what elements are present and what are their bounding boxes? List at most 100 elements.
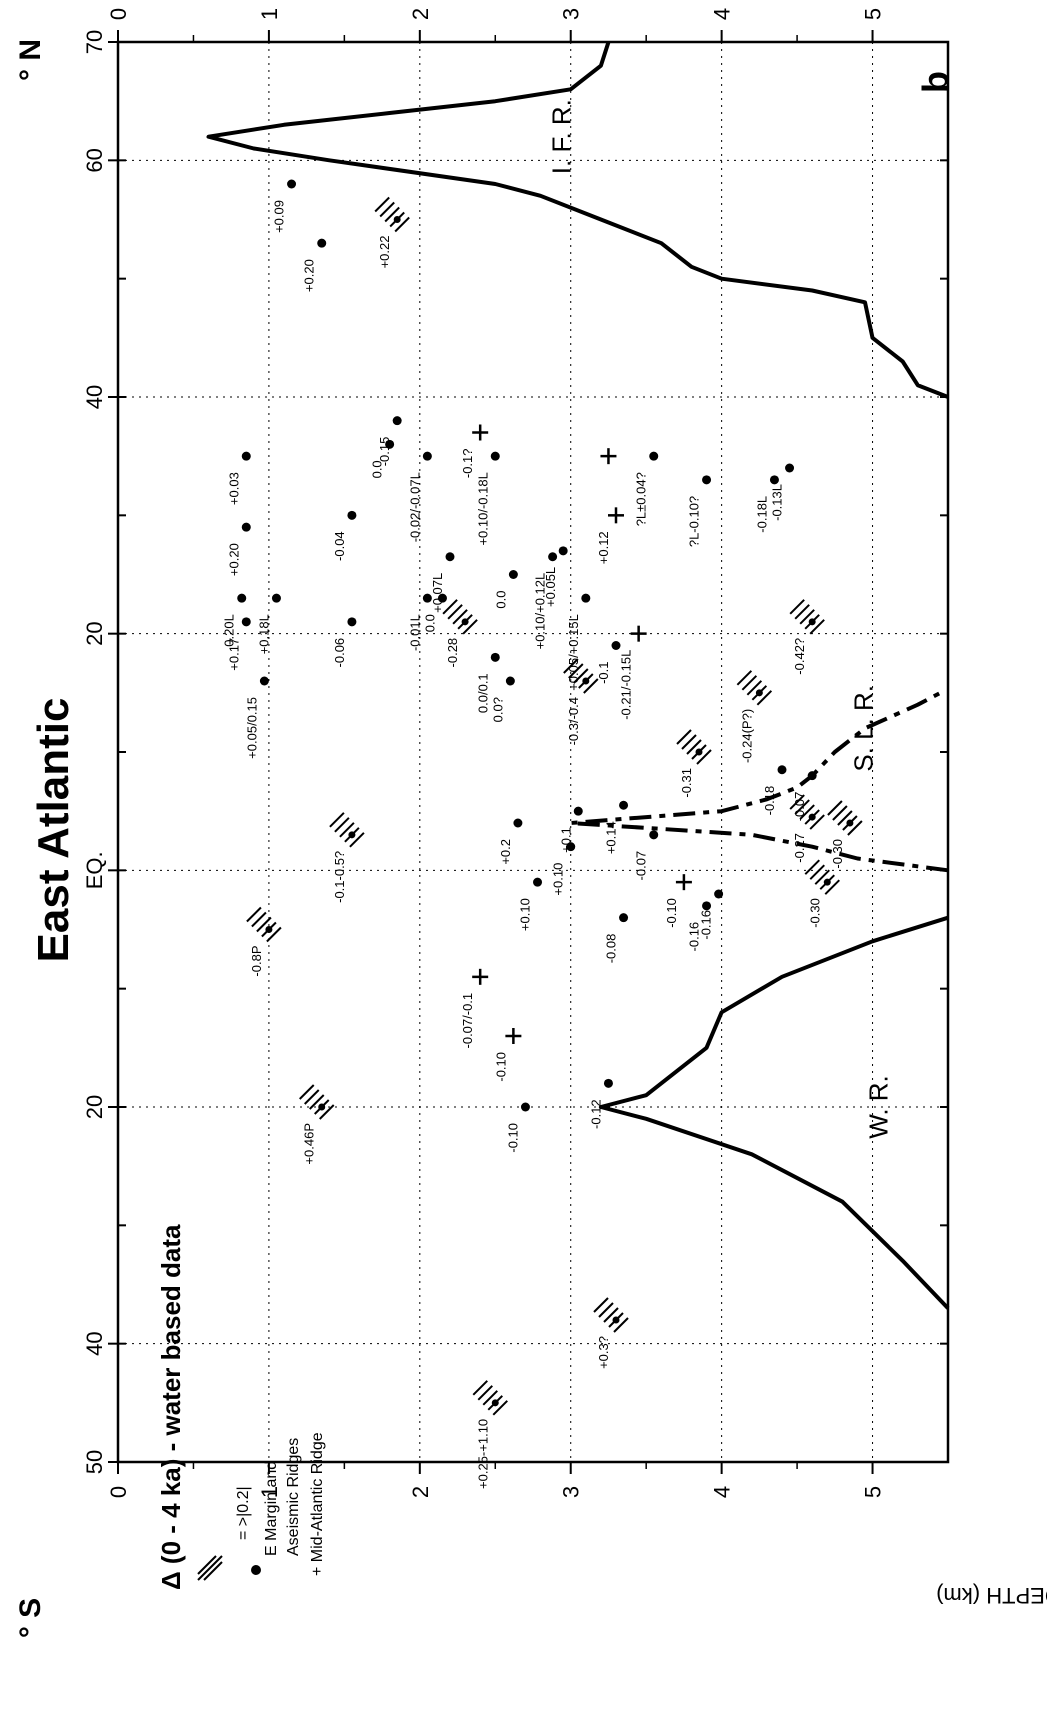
data-point-dot xyxy=(259,676,269,686)
data-point-label: +0.05/0.15 xyxy=(244,697,259,759)
data-point-hatch-line xyxy=(696,749,712,765)
data-point-label: -0.18 xyxy=(762,786,777,816)
data-point-hatch-center xyxy=(808,813,816,821)
data-point-dot xyxy=(714,889,724,899)
data-point-label: -0.12 xyxy=(588,1099,603,1129)
data-point-hatch-line xyxy=(741,675,758,691)
data-point-label: +0.10/-0.18L xyxy=(475,472,490,545)
data-point-dot xyxy=(548,552,558,562)
data-point-label: -0.07 xyxy=(634,851,649,881)
data-point-hatch-center xyxy=(491,1399,499,1407)
data-point-label: +0.14 xyxy=(604,821,619,854)
data-point-label: ?L-0.10? xyxy=(687,496,702,547)
ridge-label: S. L. R. xyxy=(849,685,879,772)
data-point-hatch-line xyxy=(809,619,825,635)
data-point-label: +0.25-+1.10 xyxy=(475,1419,490,1489)
legend-dot-label-1: E Margin and xyxy=(263,1461,280,1556)
x-tick-label: 70 xyxy=(82,30,107,54)
data-point-dot xyxy=(422,593,432,603)
data-point-dot xyxy=(769,475,779,485)
data-point-label: -0.18L xyxy=(754,496,769,533)
data-point-hatch-center xyxy=(823,878,831,886)
ridge-profile xyxy=(568,691,949,873)
data-point-hatch-line xyxy=(814,869,830,885)
data-point-label: -0.30 xyxy=(807,898,822,928)
data-point-hatch-line xyxy=(809,864,825,880)
data-point-label: +0.46P xyxy=(302,1123,317,1165)
data-point-label: +0.2 xyxy=(498,839,513,865)
data-point-label: -0.13L xyxy=(770,484,785,521)
data-point-dot xyxy=(533,877,543,887)
text-layer: East Atlantic b Δ (0 - 4 ka) - water bas… xyxy=(14,39,1047,1638)
data-point-label: +0.07L xyxy=(430,573,445,613)
data-point-label: -0.01L xyxy=(407,614,422,651)
data-point-hatch-center xyxy=(582,677,590,685)
data-point-hatch-center xyxy=(808,618,816,626)
data-point-label: +0.20 xyxy=(226,543,241,576)
data-point-hatch-line xyxy=(794,799,810,815)
legend-dot-label-2: Aseismic Ridges xyxy=(285,1438,302,1556)
data-point-dot xyxy=(520,1102,530,1112)
data-point-hatch-line xyxy=(676,729,692,745)
legend-hatch-line xyxy=(197,1555,217,1575)
data-point-label: ?L±0.04? xyxy=(634,472,649,526)
ridge-profiles-layer: W. R. S. L. R. I. F. R. xyxy=(206,41,950,1310)
data-point-hatch-line xyxy=(492,1400,508,1416)
data-point-dot xyxy=(241,522,251,532)
data-point-label: -0.28 xyxy=(445,638,460,668)
y-tick-label-bottom: 1 xyxy=(257,1486,282,1498)
data-point-hatch-line xyxy=(746,680,763,696)
data-point-dot xyxy=(241,451,251,461)
data-point-label: 0.0? xyxy=(490,697,505,722)
data-point-dot xyxy=(581,593,591,603)
data-point-hatch-line xyxy=(299,1084,315,1100)
data-point-label: +0.10 xyxy=(551,863,566,896)
data-point-dot xyxy=(702,901,712,911)
data-point-dot xyxy=(508,570,518,579)
data-point-label: +0.3? xyxy=(596,1336,611,1369)
data-point-dot xyxy=(505,676,515,686)
y-tick-label-top: 1 xyxy=(257,8,282,20)
data-point-hatch-line xyxy=(827,800,843,816)
data-point-hatch-line xyxy=(598,1302,614,1318)
plot-frame xyxy=(116,40,950,1464)
legend-hatch-line xyxy=(197,1555,223,1581)
data-point-dot xyxy=(702,475,712,485)
data-point-label: +0.03 xyxy=(226,472,241,505)
data-point-dot xyxy=(385,439,395,449)
data-point-label: 0.0 xyxy=(422,614,437,632)
legend-hatch-line xyxy=(203,1561,223,1581)
data-point-label: -0.07/-0.1 xyxy=(460,993,475,1049)
data-point-label: +0.09 xyxy=(272,200,287,233)
data-point-dot xyxy=(513,818,523,828)
data-point-label: 0.0 xyxy=(370,460,385,478)
grid-layer xyxy=(118,42,948,1462)
data-point-label: -0.15 xyxy=(377,437,392,467)
legend-hatch-label: = >|0.2| xyxy=(235,1486,252,1540)
data-point-label: +0.17 xyxy=(226,638,241,671)
data-point-hatch-line xyxy=(482,1390,498,1406)
data-point-label: -0.1 xyxy=(596,662,611,684)
x-tick-label: 40 xyxy=(82,1331,107,1355)
data-point-label: +0.1 xyxy=(558,827,573,853)
data-point-hatch-center xyxy=(846,819,854,827)
data-point-hatch-center xyxy=(695,748,703,756)
data-point-dot xyxy=(287,179,297,189)
data-point-hatch-line xyxy=(603,1307,619,1323)
y-tick-label-bottom: 0 xyxy=(106,1486,131,1498)
y-tick-label-bottom: 3 xyxy=(559,1486,584,1498)
data-point-dot xyxy=(566,842,576,852)
data-point-hatch-line xyxy=(319,1104,335,1120)
legend-dot-symbol xyxy=(251,1565,261,1575)
data-point-dot xyxy=(558,546,568,556)
data-point-hatch-center xyxy=(348,831,356,839)
data-point-hatch-line xyxy=(809,814,825,830)
data-point-hatch-line xyxy=(384,206,400,223)
data-point-hatch-line xyxy=(339,822,355,838)
data-point-label: +0.12 xyxy=(596,531,611,564)
data-point-label: -0.1-0.5? xyxy=(332,851,347,903)
data-point-dot xyxy=(785,463,795,473)
data-point-label: -0.16 xyxy=(687,922,702,952)
data-point-label: 0.20L xyxy=(222,614,237,647)
data-point-hatch-line xyxy=(334,817,350,833)
